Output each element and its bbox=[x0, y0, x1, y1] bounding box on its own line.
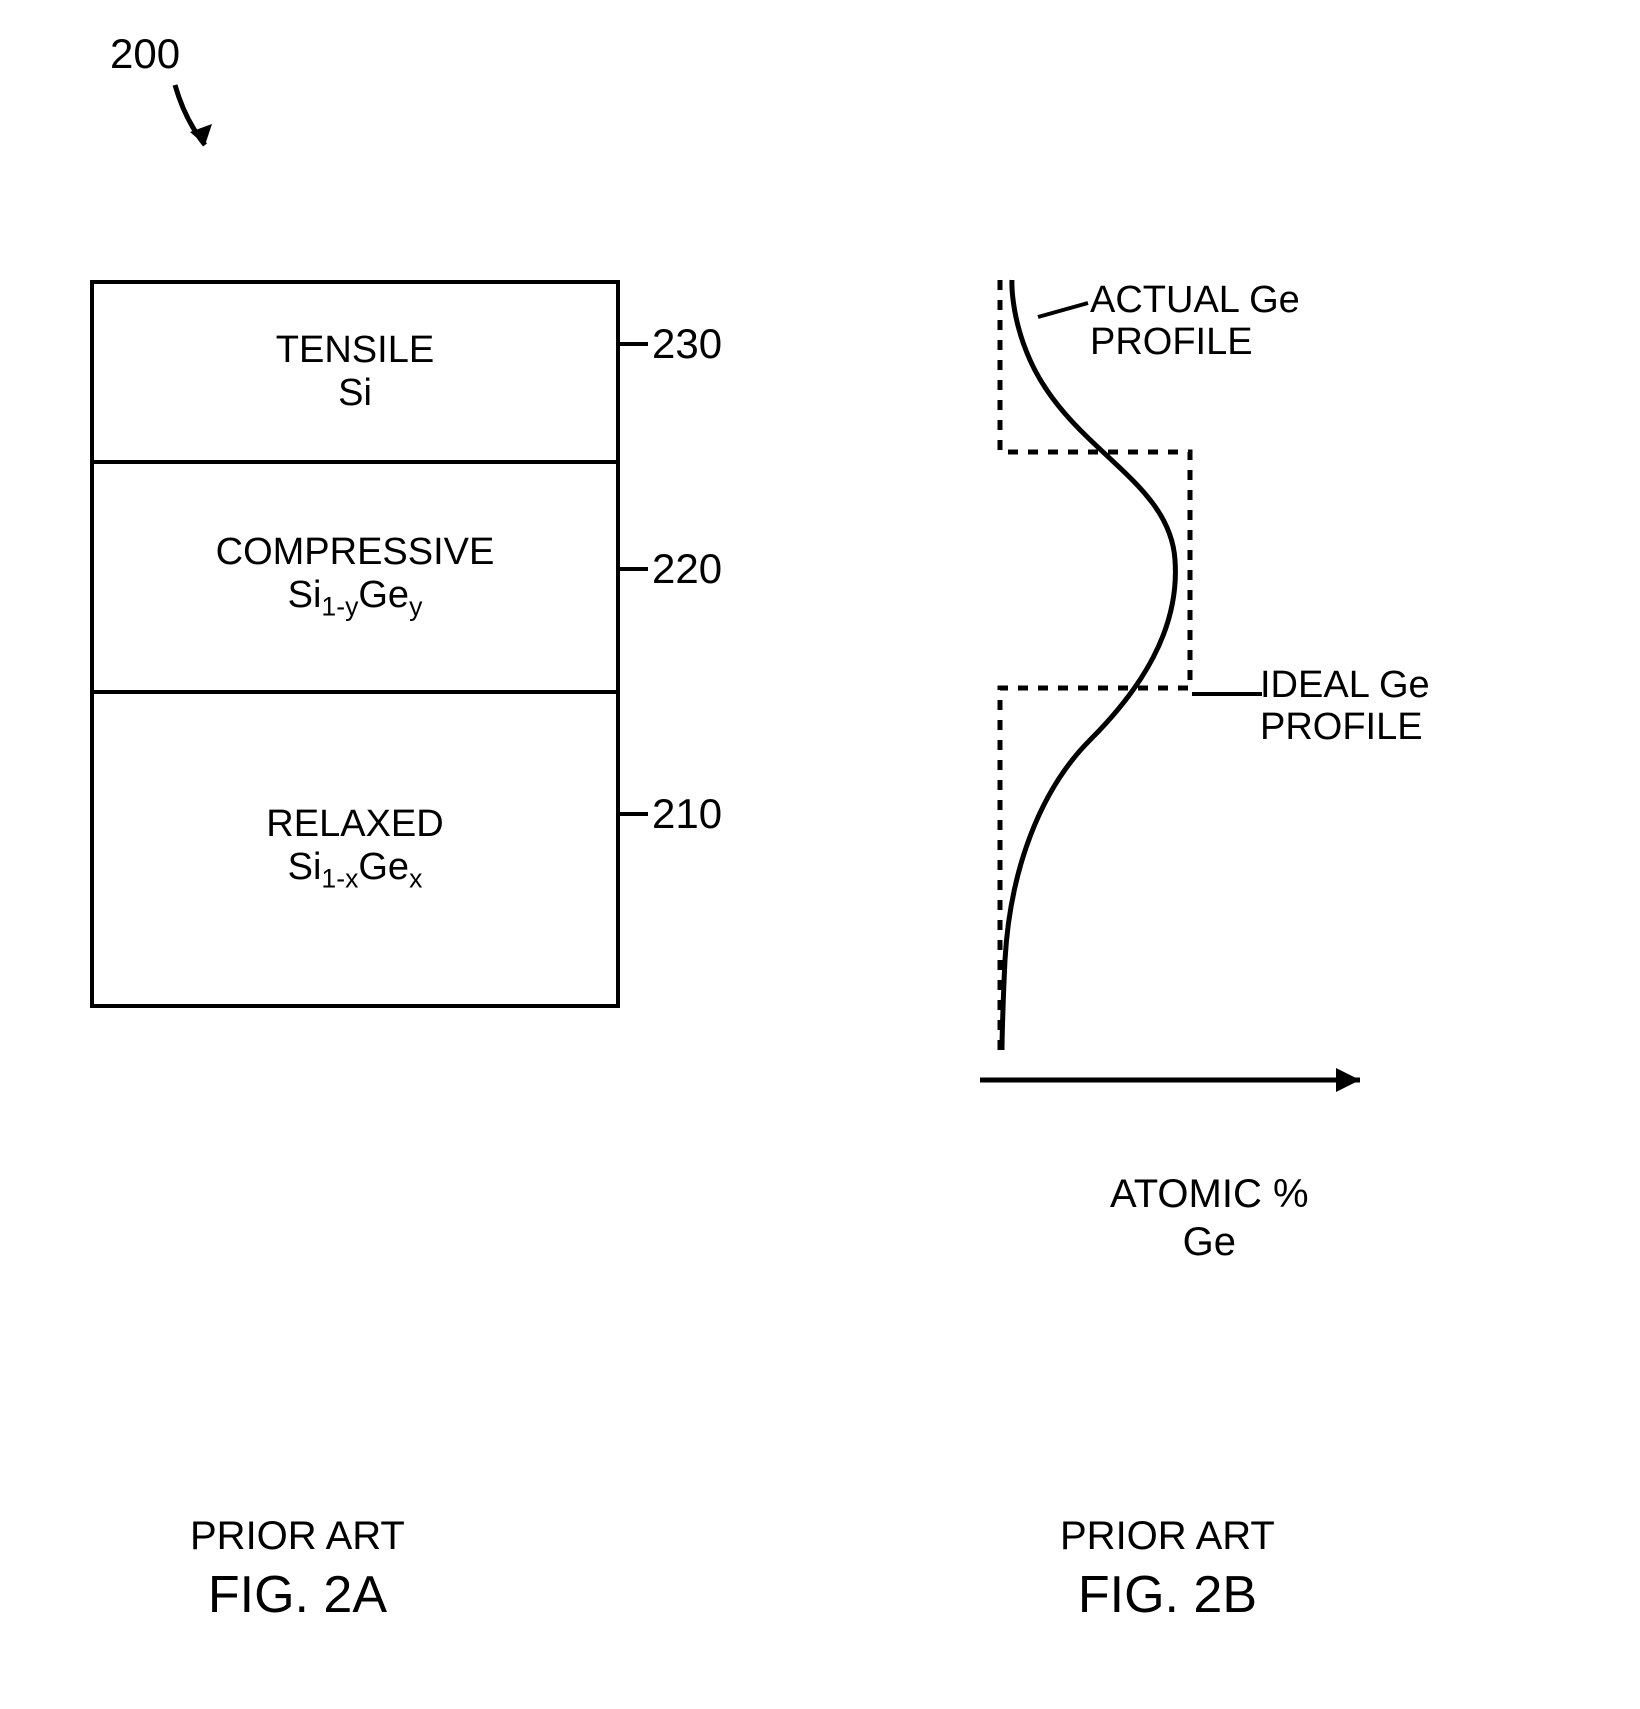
caption-fig-2b: PRIOR ART FIG. 2B bbox=[1060, 1510, 1275, 1630]
ref-tick bbox=[618, 342, 648, 346]
layer-title: COMPRESSIVE bbox=[216, 531, 495, 574]
prior-art-label: PRIOR ART bbox=[1060, 1510, 1275, 1562]
layer-formula: Si bbox=[338, 372, 372, 415]
figure-ref-arrow bbox=[140, 60, 260, 190]
x-axis-label: ATOMIC % Ge bbox=[1110, 1170, 1309, 1266]
ref-tick bbox=[618, 567, 648, 571]
layer-formula: Si1-xGex bbox=[288, 846, 423, 895]
figure-label: FIG. 2B bbox=[1060, 1562, 1275, 1630]
layer-ref-220: 220 bbox=[652, 545, 722, 593]
ideal-ge-profile-line bbox=[1000, 280, 1190, 1050]
actual-ge-profile-label: ACTUAL Ge PROFILE bbox=[1090, 280, 1300, 364]
layer-ref-210: 210 bbox=[652, 790, 722, 838]
layer-stack: TENSILESiCOMPRESSIVESi1-yGeyRELAXEDSi1-x… bbox=[90, 280, 620, 1008]
ideal-ge-profile-label: IDEAL Ge PROFILE bbox=[1260, 665, 1430, 749]
actual-label-leader bbox=[1030, 295, 1100, 335]
layer-title: TENSILE bbox=[276, 329, 434, 372]
x-axis-arrowhead bbox=[1336, 1068, 1360, 1092]
layer-0: TENSILESi bbox=[94, 284, 616, 464]
layer-formula: Si1-yGey bbox=[288, 574, 423, 623]
actual-ge-profile-line bbox=[1002, 280, 1175, 1050]
figure-label: FIG. 2A bbox=[190, 1562, 405, 1630]
layer-1: COMPRESSIVESi1-yGey bbox=[94, 464, 616, 694]
caption-fig-2a: PRIOR ART FIG. 2A bbox=[190, 1510, 405, 1630]
prior-art-label: PRIOR ART bbox=[190, 1510, 405, 1562]
layer-title: RELAXED bbox=[266, 803, 443, 846]
ref-tick bbox=[618, 812, 648, 816]
ideal-label-leader bbox=[1192, 688, 1267, 708]
layer-2: RELAXEDSi1-xGex bbox=[94, 694, 616, 1004]
layer-ref-230: 230 bbox=[652, 320, 722, 368]
